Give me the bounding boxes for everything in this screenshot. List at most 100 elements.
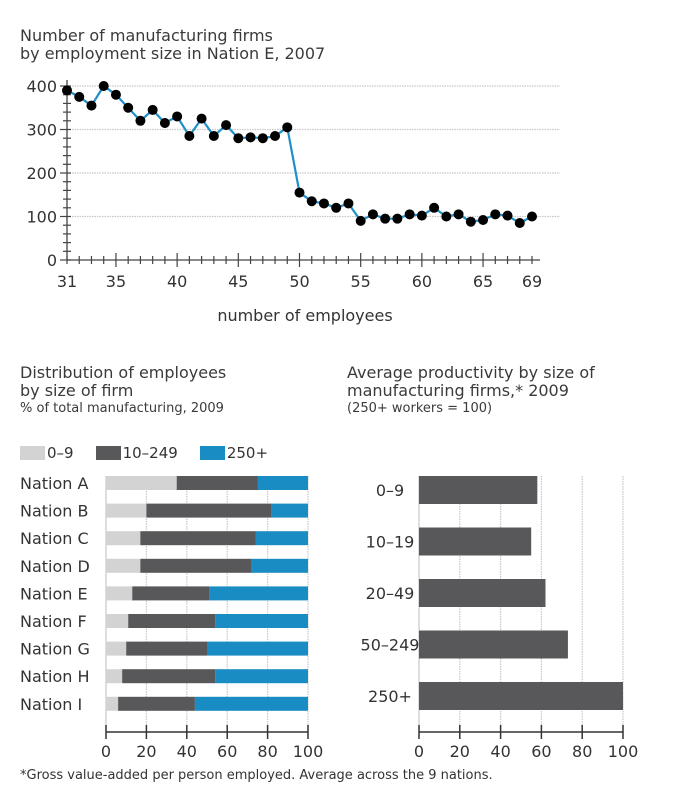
data-point	[221, 120, 232, 131]
category-label: Nation B	[20, 502, 88, 521]
bar-segment	[106, 669, 123, 684]
bar-segment	[106, 641, 127, 656]
category-label: Nation A	[20, 474, 89, 493]
x-tick-label: 0	[101, 742, 111, 761]
data-point	[367, 209, 378, 220]
data-point	[527, 211, 537, 222]
bar-segment	[126, 641, 207, 656]
bar-segment	[215, 669, 308, 684]
bar-segment	[128, 614, 216, 628]
category-label: Nation I	[20, 695, 82, 714]
bar-segment	[146, 503, 272, 518]
legend-item-10-249: 10–249	[95, 444, 178, 462]
data-point	[74, 91, 85, 102]
legend-item-0-9: 0–9	[20, 444, 74, 462]
category-label: 0–9	[376, 481, 404, 500]
bar-segment	[257, 476, 308, 490]
legend-label-250-plus: 250+	[226, 444, 269, 462]
bar-segment	[106, 696, 119, 711]
data-point	[159, 117, 170, 128]
bar-segment	[176, 476, 258, 490]
x-tick-label: 60	[217, 742, 237, 761]
x-tick-label: 69	[522, 272, 542, 291]
bar-segment	[215, 614, 308, 628]
data-point	[135, 115, 146, 126]
x-axis-label: number of employees	[217, 306, 392, 325]
data-point	[172, 111, 183, 122]
bar-segment	[255, 531, 308, 546]
data-point	[184, 131, 195, 142]
bar-segment	[140, 558, 252, 573]
bar-segment	[122, 669, 216, 684]
stacked-chart-title-line2: by size of firm	[20, 381, 134, 400]
data-point	[478, 214, 489, 225]
x-tick-label: 60	[531, 742, 551, 761]
category-label: Nation F	[20, 612, 87, 631]
category-label: 50–249	[361, 636, 420, 655]
data-point	[123, 102, 134, 113]
legend-swatch-0-9	[20, 446, 45, 460]
x-tick-label: 50	[289, 272, 309, 291]
category-label: Nation G	[20, 640, 90, 659]
x-tick-label: 20	[450, 742, 470, 761]
data-point	[306, 196, 317, 207]
y-tick-label: 0	[47, 251, 57, 270]
legend-swatch-10-249	[95, 446, 121, 460]
footnote: *Gross value-added per person employed. …	[20, 768, 493, 783]
productivity-chart-title: Average productivity by size of	[347, 363, 595, 382]
x-tick-label: 80	[572, 742, 592, 761]
data-point	[318, 198, 329, 209]
x-tick-label: 65	[473, 272, 493, 291]
data-point	[282, 122, 293, 133]
y-tick-label: 200	[26, 164, 57, 183]
category-label: 20–49	[366, 584, 415, 603]
data-point	[208, 131, 219, 142]
x-tick-label: 60	[412, 272, 432, 291]
x-tick-label: 20	[136, 742, 156, 761]
data-point	[233, 133, 244, 144]
data-point	[514, 218, 525, 229]
data-point	[392, 213, 403, 224]
bar	[419, 476, 538, 504]
data-point	[441, 211, 452, 222]
series-line	[66, 84, 533, 225]
legend-item-250-plus: 250+	[199, 444, 269, 462]
data-point	[110, 89, 121, 100]
x-tick-label: 100	[293, 742, 324, 761]
x-tick-label: 45	[228, 272, 248, 291]
category-label: 10–19	[366, 533, 415, 552]
category-label: Nation C	[20, 529, 89, 548]
x-tick-label: 40	[177, 742, 197, 761]
data-point	[404, 209, 415, 220]
x-tick-label: 55	[351, 272, 371, 291]
bar-segment	[118, 696, 195, 711]
bar-segment	[194, 696, 308, 711]
y-tick-label: 400	[26, 77, 57, 96]
bar-segment	[207, 641, 308, 656]
bar	[419, 527, 532, 556]
data-point	[453, 209, 464, 220]
data-point	[98, 81, 109, 91]
data-point	[147, 104, 158, 115]
y-tick-label: 100	[26, 208, 57, 227]
x-tick-label: 100	[608, 742, 639, 761]
bar-segment	[251, 558, 308, 573]
stacked-chart-legend: 0–9 10–249 250+	[20, 444, 290, 462]
category-label: Nation E	[20, 584, 88, 603]
bar	[419, 579, 546, 607]
x-tick-label: 31	[57, 272, 77, 291]
data-point	[380, 213, 391, 224]
legend-label-0-9: 0–9	[47, 444, 74, 462]
data-point	[465, 216, 476, 227]
bar	[419, 682, 623, 710]
bar-segment	[132, 586, 210, 601]
bar-segment	[106, 476, 177, 490]
bar-segment	[106, 503, 147, 518]
data-point	[331, 202, 342, 213]
data-point	[294, 187, 305, 198]
data-point	[416, 210, 427, 221]
data-point	[62, 85, 72, 96]
data-point	[355, 215, 366, 226]
data-point	[502, 210, 513, 221]
